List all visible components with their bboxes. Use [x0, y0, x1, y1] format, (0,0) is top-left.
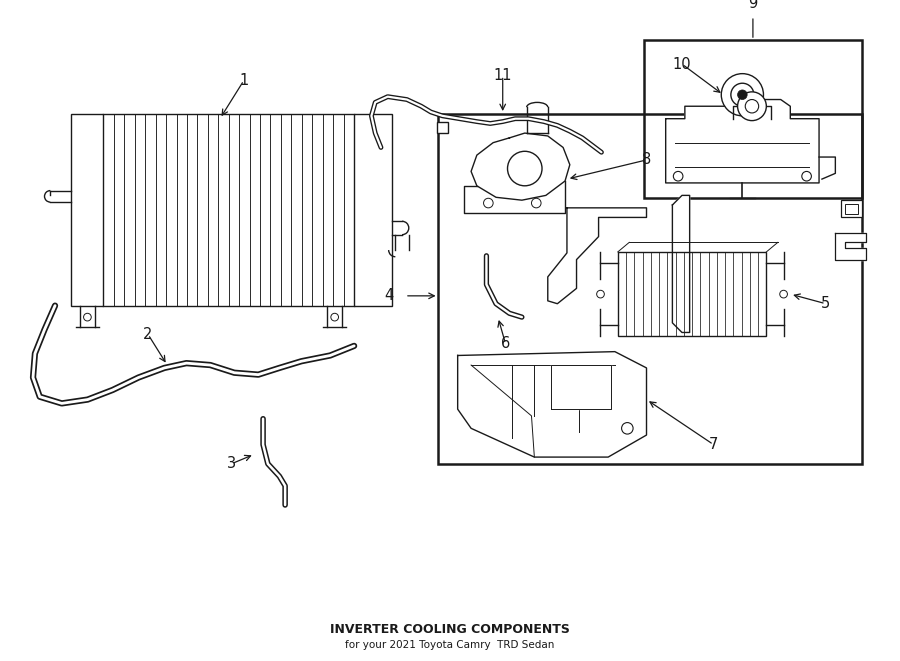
Text: 1: 1 [239, 73, 248, 88]
Bar [617, 252, 766, 336]
Text: 2: 2 [143, 327, 153, 342]
Polygon shape [548, 208, 646, 303]
Circle shape [508, 151, 542, 186]
Bar [438, 114, 862, 464]
Bar [842, 200, 862, 217]
Text: 3: 3 [227, 456, 236, 471]
Polygon shape [464, 181, 565, 213]
Text: 11: 11 [493, 68, 512, 83]
Text: INVERTER COOLING COMPONENTS: INVERTER COOLING COMPONENTS [330, 623, 570, 636]
Bar [354, 114, 392, 305]
Polygon shape [672, 196, 689, 332]
Circle shape [721, 73, 763, 116]
Polygon shape [551, 365, 611, 409]
Circle shape [738, 92, 766, 120]
Bar [845, 204, 859, 214]
Circle shape [738, 90, 747, 100]
Circle shape [731, 83, 754, 106]
Text: 6: 6 [501, 336, 510, 352]
Bar [436, 122, 448, 133]
Bar [71, 114, 104, 305]
Text: 9: 9 [748, 0, 758, 11]
Bar [644, 40, 862, 198]
Polygon shape [458, 352, 646, 457]
Text: 4: 4 [384, 288, 393, 303]
Polygon shape [666, 100, 819, 183]
Text: 5: 5 [821, 296, 831, 311]
Polygon shape [835, 233, 866, 260]
Polygon shape [471, 133, 570, 200]
Text: 7: 7 [709, 437, 718, 452]
Text: 10: 10 [672, 57, 691, 71]
Text: for your 2021 Toyota Camry  TRD Sedan: for your 2021 Toyota Camry TRD Sedan [346, 640, 554, 650]
Text: 8: 8 [642, 153, 651, 167]
